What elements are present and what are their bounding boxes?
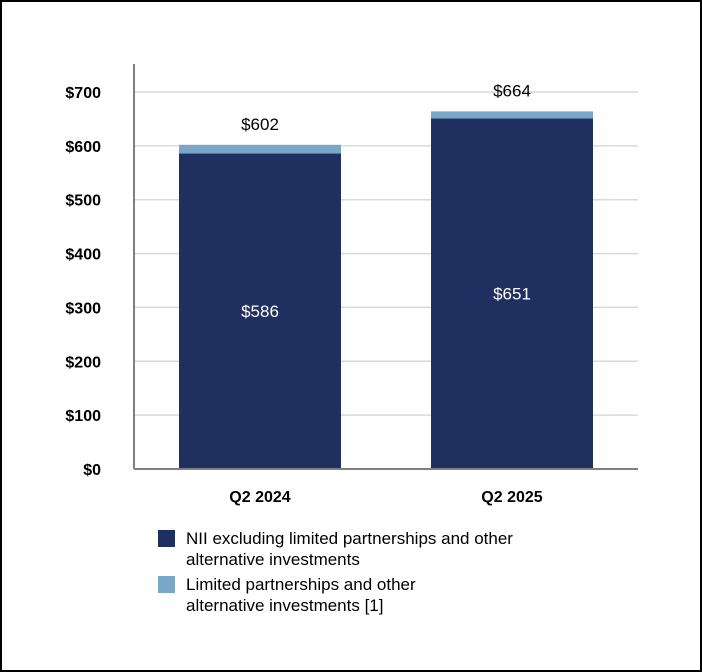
y-tick-label: $700 (65, 85, 101, 102)
legend-label-nii-line1: NII excluding limited partnerships and o… (186, 529, 513, 548)
bar-total-label: $602 (241, 115, 279, 134)
legend: NII excluding limited partnerships and o… (158, 528, 586, 620)
bar-segment-nii (179, 153, 341, 469)
bar-total-label: $664 (493, 81, 531, 100)
bar-segment-limited-partnerships (431, 111, 593, 119)
x-tick-label: Q2 2024 (229, 489, 290, 506)
bar-segment-nii (431, 118, 593, 469)
y-tick-label: $200 (65, 354, 101, 371)
legend-label-lp-line1: Limited partnerships and other (186, 575, 416, 594)
y-axis-ticks: $0 $100 $200 $300 $400 $500 $600 $700 (65, 85, 101, 479)
y-tick-label: $600 (65, 139, 101, 156)
legend-swatch-nii (158, 530, 175, 547)
legend-label-lp-line2: alternative investments [1] (186, 596, 384, 615)
bar-value-label: $586 (241, 302, 279, 321)
y-tick-label: $400 (65, 247, 101, 264)
legend-swatch-limited-partnerships (158, 576, 175, 593)
x-tick-label: Q2 2025 (481, 489, 542, 506)
legend-item-nii: NII excluding limited partnerships and o… (158, 528, 586, 570)
y-tick-label: $300 (65, 300, 101, 317)
y-tick-label: $0 (83, 462, 101, 479)
legend-item-limited-partnerships: Limited partnerships and other alternati… (158, 574, 586, 616)
y-tick-label: $100 (65, 408, 101, 425)
bar-value-label: $651 (493, 285, 531, 304)
x-axis-ticks: Q2 2024 Q2 2025 (229, 489, 542, 506)
legend-label-nii-line2: alternative investments (186, 550, 360, 569)
y-tick-label: $500 (65, 193, 101, 210)
bar-segment-limited-partnerships (179, 144, 341, 154)
bars (179, 111, 593, 469)
data-labels: $586 $602 $651 $664 (241, 81, 531, 321)
